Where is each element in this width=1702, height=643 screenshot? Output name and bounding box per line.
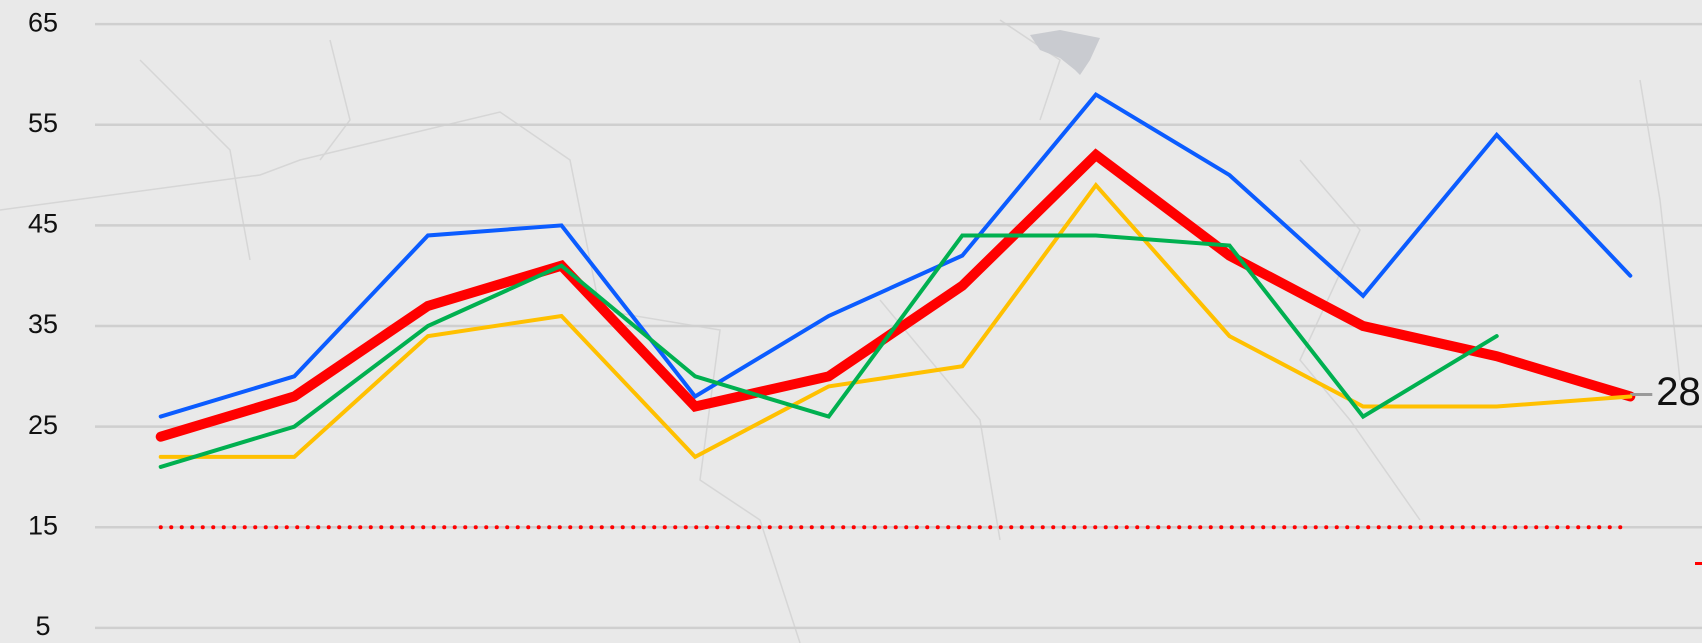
map-road — [139, 59, 1681, 541]
y-tick-label: 15 — [28, 510, 58, 540]
line — [158, 91, 1633, 419]
legend-fragment — [1695, 562, 1702, 565]
map-road — [0, 111, 801, 643]
y-tick-label: 5 — [35, 611, 50, 641]
lines: 28 — [155, 91, 1701, 530]
line — [155, 148, 1636, 442]
line — [158, 181, 1633, 460]
y-tick-label: 25 — [28, 410, 58, 440]
y-tick-label: 45 — [28, 209, 58, 239]
y-tick-label: 55 — [28, 108, 58, 138]
y-tick-label: 65 — [28, 7, 58, 37]
map-road — [319, 19, 1421, 521]
data-label: 28 — [1656, 370, 1701, 414]
grid: 5 15 25 35 45 55 65 — [28, 7, 1702, 641]
map-lake — [1030, 30, 1100, 75]
line — [158, 233, 1499, 469]
y-tick-label: 35 — [28, 309, 58, 339]
map-background — [0, 19, 1681, 643]
